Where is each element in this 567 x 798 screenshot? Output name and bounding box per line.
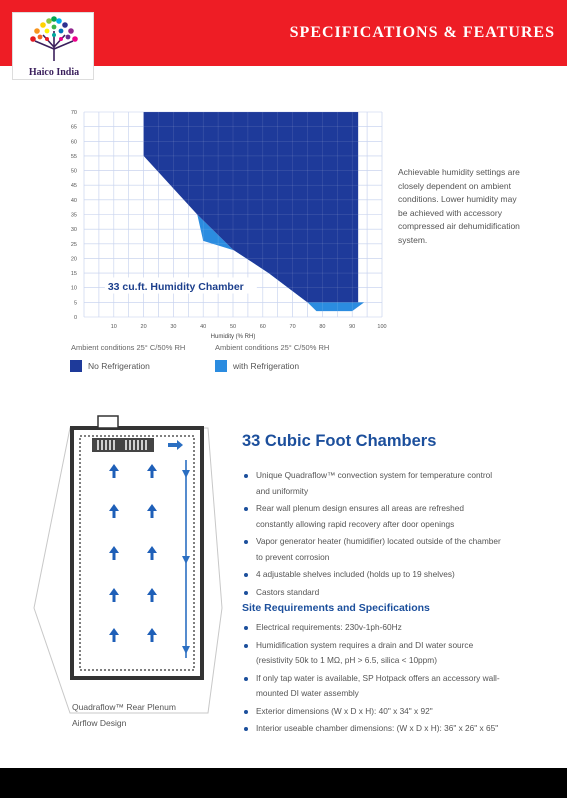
y-tick-label: 15 xyxy=(71,271,77,277)
y-tick-label: 0 xyxy=(74,315,77,321)
bullet-icon xyxy=(244,507,248,511)
bullet-icon xyxy=(244,643,248,648)
y-tick-label: 45 xyxy=(71,183,77,189)
feature-text: 4 adjustable shelves included (holds up … xyxy=(256,569,455,579)
y-tick-label: 50 xyxy=(71,169,77,175)
bullet-icon xyxy=(244,626,248,630)
x-tick-label: 50 xyxy=(230,324,236,330)
y-tick-label: 35 xyxy=(71,213,77,219)
feature-text: Unique Quadraflow™ convection system for… xyxy=(256,470,493,496)
x-tick-label: 40 xyxy=(200,324,206,330)
site-item: Interior useable chamber dimensions: (W … xyxy=(242,721,502,737)
x-tick-label: 70 xyxy=(290,324,296,330)
ambient-conditions-right: Ambient conditions 25° C/50% RH xyxy=(215,343,330,352)
y-tick-label: 25 xyxy=(71,242,77,248)
site-text: Exterior dimensions (W x D x H): 40" x 3… xyxy=(256,705,433,716)
legend-label: No Refrigeration xyxy=(88,361,150,371)
y-tick-label: 10 xyxy=(71,286,77,292)
bullet-icon xyxy=(244,590,248,595)
footer-bar xyxy=(0,768,567,798)
page-title: SPECIFICATIONS & FEATURES xyxy=(289,24,555,41)
site-requirements-list: Electrical requirements: 230v-1ph-60Hz H… xyxy=(242,620,502,739)
chart-title-box xyxy=(104,277,257,294)
area-no-refrigeration xyxy=(143,112,359,303)
diagram-hexagon-outline xyxy=(33,427,223,714)
y-tick-label: 55 xyxy=(71,154,77,160)
y-tick-label: 20 xyxy=(71,256,77,262)
humidity-chart: 0 5 10 15 20 25 30 35 40 45 50 55 60 65 70 10 20 30 40 50 60… xyxy=(71,110,387,340)
x-tick-label: 100 xyxy=(377,324,386,330)
chamber-outer-wall xyxy=(70,426,204,680)
y-tick-label: 30 xyxy=(71,227,77,233)
diagram-caption: Quadraflow™ Rear Plenum Airflow Design xyxy=(72,699,176,731)
chart-title: 33 cu.ft. Humidity Chamber xyxy=(108,281,244,293)
site-text: Interior useable chamber dimensions: (W … xyxy=(256,723,499,733)
company-logo: Haico India xyxy=(12,12,94,80)
legend-label: with Refrigeration xyxy=(233,361,300,371)
diagram-caption-line2: Airflow Design xyxy=(72,718,127,728)
legend-swatch-dark xyxy=(70,360,82,372)
site-item: Humidification system requires a drain a… xyxy=(242,638,502,669)
ambient-conditions-left: Ambient conditions 25° C/50% RH xyxy=(71,343,186,352)
x-tick-label: 60 xyxy=(260,324,266,330)
bullet-icon xyxy=(244,474,248,478)
feature-item: Rear wall plenum design ensures all area… xyxy=(242,501,502,532)
feature-text: Rear wall plenum design ensures all area… xyxy=(256,503,464,529)
features-title: 33 Cubic Foot Chambers xyxy=(242,432,437,450)
y-tick-label: 65 xyxy=(71,125,77,131)
y-tick-label: 60 xyxy=(71,139,77,145)
x-axis-label: Humidity (% RH) xyxy=(211,334,256,340)
site-text: Humidification system requires a drain a… xyxy=(256,639,474,666)
logo-text: Haico India xyxy=(28,67,80,78)
legend-swatch-light xyxy=(215,360,227,372)
y-tick-label: 5 xyxy=(74,300,77,306)
feature-text: Castors standard xyxy=(256,586,320,597)
bullet-icon xyxy=(244,573,248,577)
x-tick-label: 20 xyxy=(141,324,147,330)
site-item: Electrical requirements: 230v-1ph-60Hz xyxy=(242,620,502,636)
site-requirements-title: Site Requirements and Specifications xyxy=(242,602,430,614)
features-list: Unique Quadraflow™ convection system for… xyxy=(242,468,502,602)
x-tick-label: 10 xyxy=(111,324,117,330)
site-item: Exterior dimensions (W x D x H): 40" x 3… xyxy=(242,704,502,720)
chart-note: Achievable humidity settings are closely… xyxy=(398,167,520,245)
chamber-inner-wall xyxy=(79,435,195,671)
top-control-box xyxy=(97,415,119,429)
x-tick-label: 80 xyxy=(319,324,325,330)
feature-item: Castors standard xyxy=(242,585,502,601)
bullet-icon xyxy=(244,709,248,714)
site-item: If only tap water is available, SP Hotpa… xyxy=(242,671,502,702)
bullet-icon xyxy=(244,727,248,731)
feature-text: Vapor generator heater (humidifier) loca… xyxy=(256,536,501,562)
diagram-caption-line1: Quadraflow™ Rear Plenum xyxy=(72,702,176,712)
site-text: Electrical requirements: 230v-1ph-60Hz xyxy=(256,622,402,632)
bullet-icon xyxy=(244,540,248,544)
feature-item: 4 adjustable shelves included (holds up … xyxy=(242,567,502,583)
feature-item: Vapor generator heater (humidifier) loca… xyxy=(242,534,502,565)
tree-logo-icon xyxy=(30,16,78,61)
feature-item: Unique Quadraflow™ convection system for… xyxy=(242,468,502,499)
x-tick-label: 90 xyxy=(349,324,355,330)
header-banner: SPECIFICATIONS & FEATURES xyxy=(0,0,567,66)
site-text: If only tap water is available, SP Hotpa… xyxy=(256,672,500,699)
airflow-diagram xyxy=(33,415,223,714)
bullet-icon xyxy=(244,676,248,681)
x-tick-label: 30 xyxy=(170,324,176,330)
y-tick-label: 70 xyxy=(71,110,77,116)
arrow-right-icon xyxy=(168,440,183,450)
y-tick-label: 40 xyxy=(71,198,77,204)
up-arrow-icons xyxy=(109,464,157,642)
